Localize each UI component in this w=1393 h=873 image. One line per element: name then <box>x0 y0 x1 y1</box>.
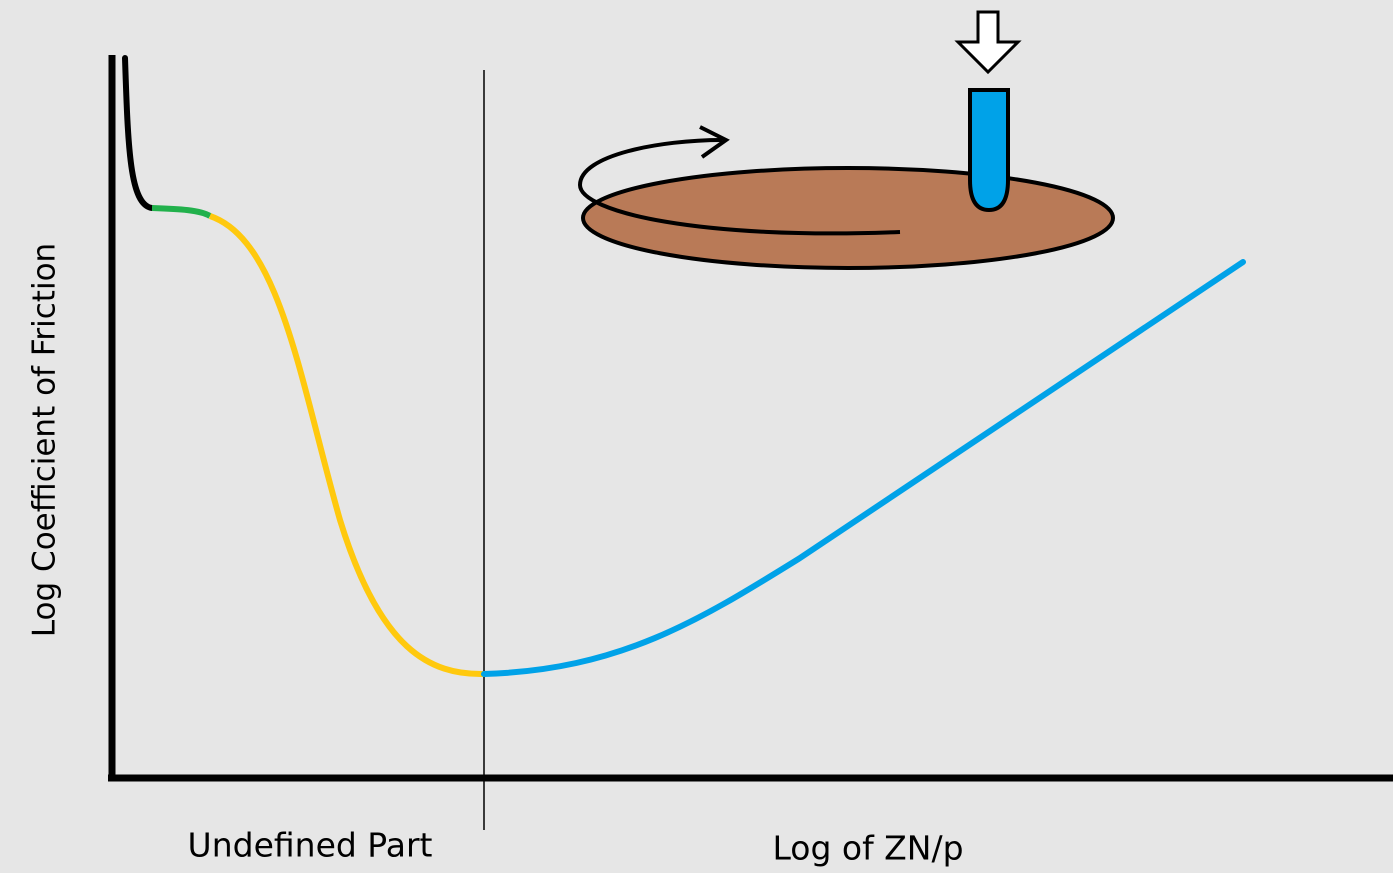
x-axis-label: Log of ZN/p <box>772 829 963 868</box>
rotation-arrow <box>577 138 901 236</box>
curve-mixed <box>151 205 212 219</box>
pin <box>968 88 1010 213</box>
rotation-arrowhead <box>699 125 730 159</box>
curve-hydrodynamic <box>481 259 1246 677</box>
load-arrow <box>954 10 1022 75</box>
curve-boundary <box>122 55 155 211</box>
region-label: Undefined Part <box>188 826 433 865</box>
disk <box>581 166 1115 270</box>
curve-elastohydrodynamic <box>208 213 485 678</box>
y-axis-label: Log Coefficient of Friction <box>27 243 63 637</box>
